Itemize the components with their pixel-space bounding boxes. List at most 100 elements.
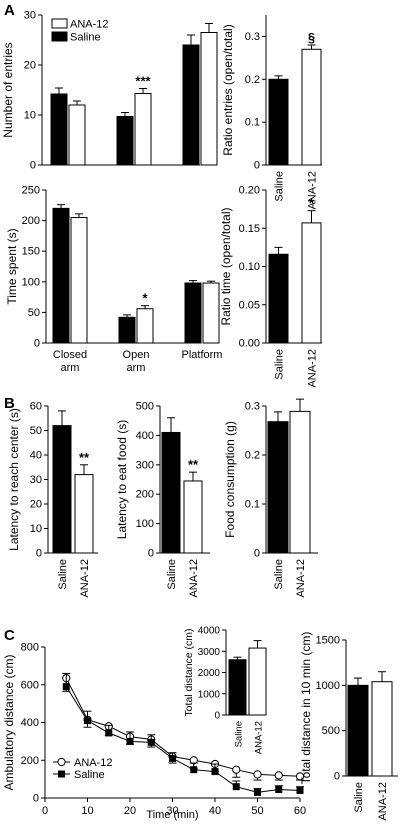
x-category-label: Saline [57,559,69,590]
bar-ana-12 [70,217,88,344]
legend-swatch-ana-12 [51,18,68,29]
y-tick-label: 300 [136,459,154,471]
y-tick-label: 0.3 [245,31,260,43]
x-category-label: Closed arm [53,349,87,374]
y-tick-label: 0.15 [239,223,260,235]
significance-marker: ** [79,450,90,465]
x-category-label: ANA-12 [254,721,265,754]
bar-ana-12 [301,222,322,344]
y-tick-label: 0 [148,548,154,560]
y-axis-label: Total distance in 10 min (cm) [299,632,313,785]
x-category-label: Saline [274,349,286,380]
y-tick-label: 60 [30,401,42,413]
x-tick-label: 0 [42,805,48,817]
bar-saline [118,316,136,344]
bar-ana-12 [301,48,322,166]
point-ana-12 [232,765,241,774]
x-category-label: ANA-12 [307,171,319,210]
x-category-label: ANA-12 [295,559,307,598]
y-axis-label: Food consumption (g) [223,421,237,538]
y-tick-label: 0.2 [245,450,260,462]
y-tick-label: 30 [24,10,36,22]
y-tick-label: 4000 [198,626,221,637]
y-tick-label: 0.1 [245,117,260,129]
chart-latency-food: 0 100 200 300 400 500 Latency to eat food (s) S… [115,401,210,598]
point-saline [232,783,240,791]
legend-label-ana-12: ANA-12 [74,757,113,769]
point-ana-12 [274,771,283,780]
y-tick-label: 400 [136,430,154,442]
y-tick-label: 0 [33,793,39,805]
bar-ana-12 [202,282,220,344]
y-tick-label: 250 [22,185,40,197]
significance-marker: * [142,291,148,306]
x-axis-label: Time (min) [146,809,198,821]
significance-marker: * [309,196,315,211]
panel-letter-b: B [4,395,15,412]
significance-marker: ** [188,457,199,472]
y-tick-label: 0 [30,160,36,172]
bar-ana-12 [134,93,152,166]
bar-saline [50,93,68,166]
x-category-label: Saline [273,559,285,590]
bar-saline [267,421,289,554]
series-line-saline [65,686,301,793]
point-saline [105,729,113,737]
point-saline [211,768,219,776]
x-tick-label: 10 [81,805,93,817]
x-category-label: ANA-12 [307,349,319,388]
chart-ratio-entries: 0 0.1 0.2 0.3 Ratio entries (open/total) Sali… [221,15,322,210]
bar-saline [52,207,70,344]
point-ana-12 [295,772,305,781]
bar-ana-12 [371,681,393,777]
x-tick-label: 60 [294,805,306,817]
bar-ana-12 [248,647,267,716]
y-axis-label: Number of entries [1,42,15,137]
bar-saline [347,684,369,777]
panel-letter-a: A [4,2,15,19]
x-category-label: Saline [166,559,178,590]
y-tick-label: 50 [28,307,40,319]
x-category-label: Open arm [123,349,150,374]
significance-marker: § [308,30,315,45]
bar-saline [268,78,289,166]
y-axis-label: Total distance (cm) [183,628,195,716]
x-category-label: Saline [274,171,286,202]
point-saline [126,737,134,745]
chart-latency-center: 0 10 20 30 40 50 60 Latency to reach center (s)… [7,401,98,598]
y-tick-label: 400 [21,717,39,729]
y-tick-label: 0 [214,711,220,722]
y-tick-label: 100 [136,518,154,530]
y-tick-label: 50 [30,425,42,437]
chart-food-consumption: 0 0.1 0.2 0.3 Food consumption (g) Saline ANA-… [223,398,318,598]
y-tick-label: 0 [254,548,260,560]
y-tick-label: 1000 [198,689,221,700]
point-saline [254,788,261,796]
y-tick-label: 500 [322,725,340,737]
y-axis-label: Latency to reach center (s) [7,408,21,551]
chart-ratio-time: 0.00 0.05 0.10 0.15 0.20 Ratio time (open/tot… [219,185,322,388]
bar-saline [52,425,72,554]
y-axis-label: Ambulatory distance (cm) [2,654,16,790]
bar-saline [161,431,181,554]
y-tick-label: 3000 [198,647,221,658]
y-axis-label: Ratio time (open/total) [219,207,233,325]
x-category-word: arm [61,362,80,374]
x-category-word: Closed [53,349,87,361]
bar-saline [182,44,200,166]
point-saline [275,786,283,794]
bar-ana-12 [68,104,86,166]
bar-ana-12 [74,474,94,554]
bar-ana-12 [183,480,203,554]
bar-ana-12 [289,410,311,554]
significance-marker: *** [135,74,151,89]
x-tick-label: 20 [124,805,136,817]
y-tick-label: 40 [30,450,42,462]
y-tick-label: 0.05 [239,299,260,311]
bar-saline [184,282,202,344]
